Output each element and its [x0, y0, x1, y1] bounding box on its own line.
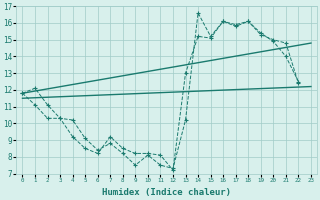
X-axis label: Humidex (Indice chaleur): Humidex (Indice chaleur) [102, 188, 231, 197]
